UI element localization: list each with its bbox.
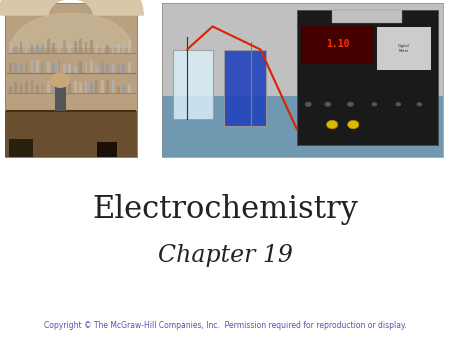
Bar xyxy=(20,66,22,73)
Bar xyxy=(74,84,76,93)
Bar xyxy=(162,96,443,157)
Bar xyxy=(9,139,33,157)
Bar xyxy=(52,62,55,73)
Circle shape xyxy=(347,102,354,107)
Bar xyxy=(25,63,28,73)
Wedge shape xyxy=(0,0,144,16)
Bar xyxy=(112,59,114,73)
Bar xyxy=(31,80,33,93)
Bar xyxy=(101,41,104,53)
Bar xyxy=(122,64,125,73)
Bar xyxy=(128,81,130,93)
Bar xyxy=(101,64,104,73)
Circle shape xyxy=(324,102,331,107)
Bar xyxy=(112,81,114,93)
Bar xyxy=(85,81,87,93)
Bar xyxy=(41,65,44,73)
Bar xyxy=(55,87,66,111)
Bar xyxy=(36,84,39,93)
Text: 1.10: 1.10 xyxy=(326,39,350,49)
Bar xyxy=(47,41,50,53)
Circle shape xyxy=(50,73,71,88)
Bar xyxy=(25,45,28,53)
Bar xyxy=(162,3,443,157)
Circle shape xyxy=(372,102,377,106)
Bar xyxy=(47,83,50,93)
Bar xyxy=(106,80,109,93)
Circle shape xyxy=(347,120,359,129)
Text: Electrochemistry: Electrochemistry xyxy=(92,194,358,225)
Bar xyxy=(79,87,82,93)
Bar xyxy=(74,63,76,73)
Bar xyxy=(377,27,431,70)
Bar xyxy=(90,39,93,53)
Bar xyxy=(9,81,12,93)
Bar xyxy=(20,41,22,53)
Text: Digital
Meter: Digital Meter xyxy=(398,45,410,53)
Circle shape xyxy=(305,102,311,107)
Bar xyxy=(31,64,33,73)
Bar xyxy=(128,46,130,53)
Bar xyxy=(117,82,120,93)
Bar xyxy=(36,64,39,73)
Bar xyxy=(90,86,93,93)
Bar xyxy=(58,40,60,53)
Bar xyxy=(25,84,28,93)
Bar xyxy=(20,82,22,93)
Bar xyxy=(90,64,93,73)
Bar xyxy=(106,64,109,73)
Bar xyxy=(41,86,44,93)
Bar xyxy=(85,40,87,53)
Bar xyxy=(95,44,98,53)
Bar xyxy=(14,86,17,93)
Bar xyxy=(97,142,117,157)
Bar xyxy=(63,45,66,53)
Bar xyxy=(301,26,374,64)
Bar xyxy=(112,41,114,53)
Bar xyxy=(9,42,12,53)
Bar xyxy=(162,3,443,96)
Bar xyxy=(14,59,17,73)
Bar xyxy=(63,82,66,93)
Bar xyxy=(128,66,130,73)
Bar xyxy=(332,9,402,23)
Bar xyxy=(58,85,60,93)
Bar xyxy=(95,82,98,93)
Circle shape xyxy=(327,120,338,129)
Bar xyxy=(122,46,125,53)
Bar xyxy=(41,42,44,53)
Bar xyxy=(14,42,17,53)
Bar xyxy=(122,84,125,93)
Bar xyxy=(4,111,137,157)
Bar xyxy=(117,45,120,53)
Bar xyxy=(31,43,33,53)
Bar xyxy=(173,49,212,119)
Bar xyxy=(101,87,104,93)
Bar xyxy=(47,63,50,73)
Bar xyxy=(52,46,55,53)
Circle shape xyxy=(417,102,422,106)
Circle shape xyxy=(396,102,401,106)
Bar xyxy=(52,85,55,93)
Bar xyxy=(297,9,437,145)
Bar xyxy=(68,39,71,53)
Bar xyxy=(4,3,137,157)
Bar xyxy=(117,59,120,73)
Bar xyxy=(58,66,60,73)
Text: Chapter 19: Chapter 19 xyxy=(158,244,292,267)
Bar xyxy=(79,46,82,53)
Bar xyxy=(95,62,98,73)
Bar xyxy=(85,62,87,73)
Text: Copyright © The McGraw-Hill Companies, Inc.  Permission required for reproductio: Copyright © The McGraw-Hill Companies, I… xyxy=(44,320,406,330)
Bar xyxy=(106,43,109,53)
Bar xyxy=(68,66,71,73)
Bar xyxy=(224,49,266,126)
Bar xyxy=(9,64,12,73)
Bar xyxy=(63,63,66,73)
Bar xyxy=(68,81,71,93)
Bar xyxy=(36,45,39,53)
Bar xyxy=(74,45,76,53)
Bar xyxy=(79,61,82,73)
